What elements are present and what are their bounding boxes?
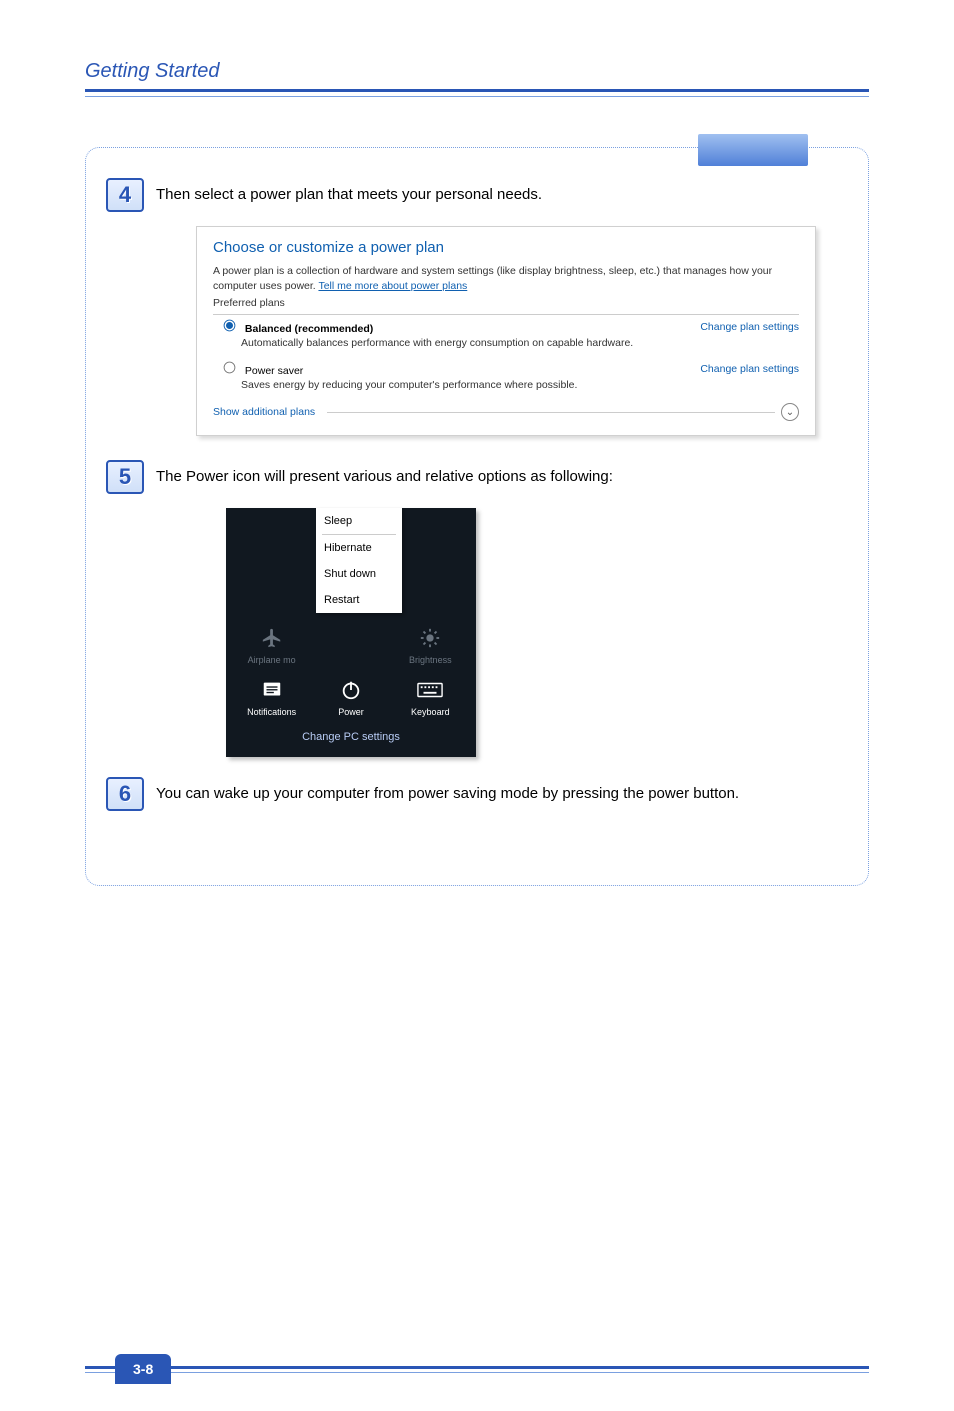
charms-panel: Sleep Hibernate Shut down Restart Airpla… [226, 508, 476, 757]
show-additional-rule [327, 412, 775, 413]
fieldset-legend: Preferred plans [213, 297, 291, 309]
keyboard-icon [417, 679, 443, 701]
step-badge-6: 6 [106, 777, 144, 811]
header-rule2 [85, 96, 869, 97]
step-6: 6 You can wake up your computer from pow… [106, 777, 844, 811]
step-text-6: You can wake up your computer from power… [156, 777, 739, 807]
plan-balanced-desc: Automatically balances performance with … [241, 337, 799, 349]
popup-restart[interactable]: Restart [316, 587, 402, 613]
section-title: Getting Started [85, 60, 869, 83]
footer-rule2 [85, 1372, 869, 1373]
radio-balanced[interactable] [224, 320, 236, 332]
power-tile[interactable]: Power [313, 679, 388, 717]
power-plan-panel: Choose or customize a power plan A power… [196, 226, 816, 436]
change-settings-link-2[interactable]: Change plan settings [700, 363, 799, 375]
step-5: 5 The Power icon will present various an… [106, 460, 844, 494]
show-additional-row[interactable]: Show additional plans ⌄ [213, 403, 799, 421]
plan-row-saver: Power saver Change plan settings [223, 361, 799, 377]
preferred-plans-fieldset: Preferred plans Balanced (recommended) C… [213, 304, 799, 391]
charms-row-1: Airplane mo Brightness [226, 627, 476, 665]
step-badge-5: 5 [106, 460, 144, 494]
brightness-label: Brightness [409, 655, 452, 665]
header-rule [85, 89, 869, 92]
keyboard-tile[interactable]: Keyboard [393, 679, 468, 717]
content-box: 4 Then select a power plan that meets yo… [85, 147, 869, 886]
step-text-5: The Power icon will present various and … [156, 460, 613, 490]
corner-tab [698, 134, 808, 166]
power-icon [340, 679, 362, 701]
notifications-label: Notifications [247, 707, 296, 717]
panel-heading: Choose or customize a power plan [213, 239, 799, 256]
airplane-icon [261, 627, 283, 649]
radio-saver[interactable] [224, 362, 236, 374]
plan-saver-desc: Saves energy by reducing your computer's… [241, 379, 799, 391]
panel-description: A power plan is a collection of hardware… [213, 264, 799, 294]
notifications-tile[interactable]: Notifications [234, 679, 309, 717]
spacer-tile [313, 627, 388, 665]
brightness-icon [419, 627, 441, 649]
panel-desc-text: A power plan is a collection of hardware… [213, 265, 772, 292]
change-pc-settings-link[interactable]: Change PC settings [226, 717, 476, 753]
chevron-down-icon[interactable]: ⌄ [781, 403, 799, 421]
charms-row-2: Notifications Power Keyboard [226, 679, 476, 717]
popup-hibernate[interactable]: Hibernate [316, 535, 402, 561]
notifications-icon [261, 679, 283, 701]
keyboard-label: Keyboard [411, 707, 450, 717]
popup-shutdown[interactable]: Shut down [316, 561, 402, 587]
fieldset-rule [213, 314, 799, 315]
step-4: 4 Then select a power plan that meets yo… [106, 178, 844, 212]
airplane-label: Airplane mo [248, 655, 296, 665]
popup-sleep[interactable]: Sleep [316, 508, 402, 534]
power-label: Power [338, 707, 364, 717]
step-text-4: Then select a power plan that meets your… [156, 178, 542, 208]
step-badge-4: 4 [106, 178, 144, 212]
airplane-tile[interactable]: Airplane mo [234, 627, 309, 665]
plan-balanced[interactable]: Balanced (recommended) [223, 319, 373, 335]
show-additional-label: Show additional plans [213, 406, 321, 418]
panel-desc-link[interactable]: Tell me more about power plans [318, 280, 467, 292]
change-settings-link[interactable]: Change plan settings [700, 321, 799, 333]
page-number: 3-8 [115, 1354, 171, 1384]
footer-rule [85, 1366, 869, 1369]
power-popup: Sleep Hibernate Shut down Restart [316, 508, 402, 613]
plan-balanced-label: Balanced (recommended) [245, 323, 373, 335]
footer: 3-8 [85, 1366, 869, 1373]
plan-saver-label: Power saver [245, 365, 303, 377]
plan-row-balanced: Balanced (recommended) Change plan setti… [223, 319, 799, 335]
brightness-tile[interactable]: Brightness [393, 627, 468, 665]
plan-saver[interactable]: Power saver [223, 361, 303, 377]
